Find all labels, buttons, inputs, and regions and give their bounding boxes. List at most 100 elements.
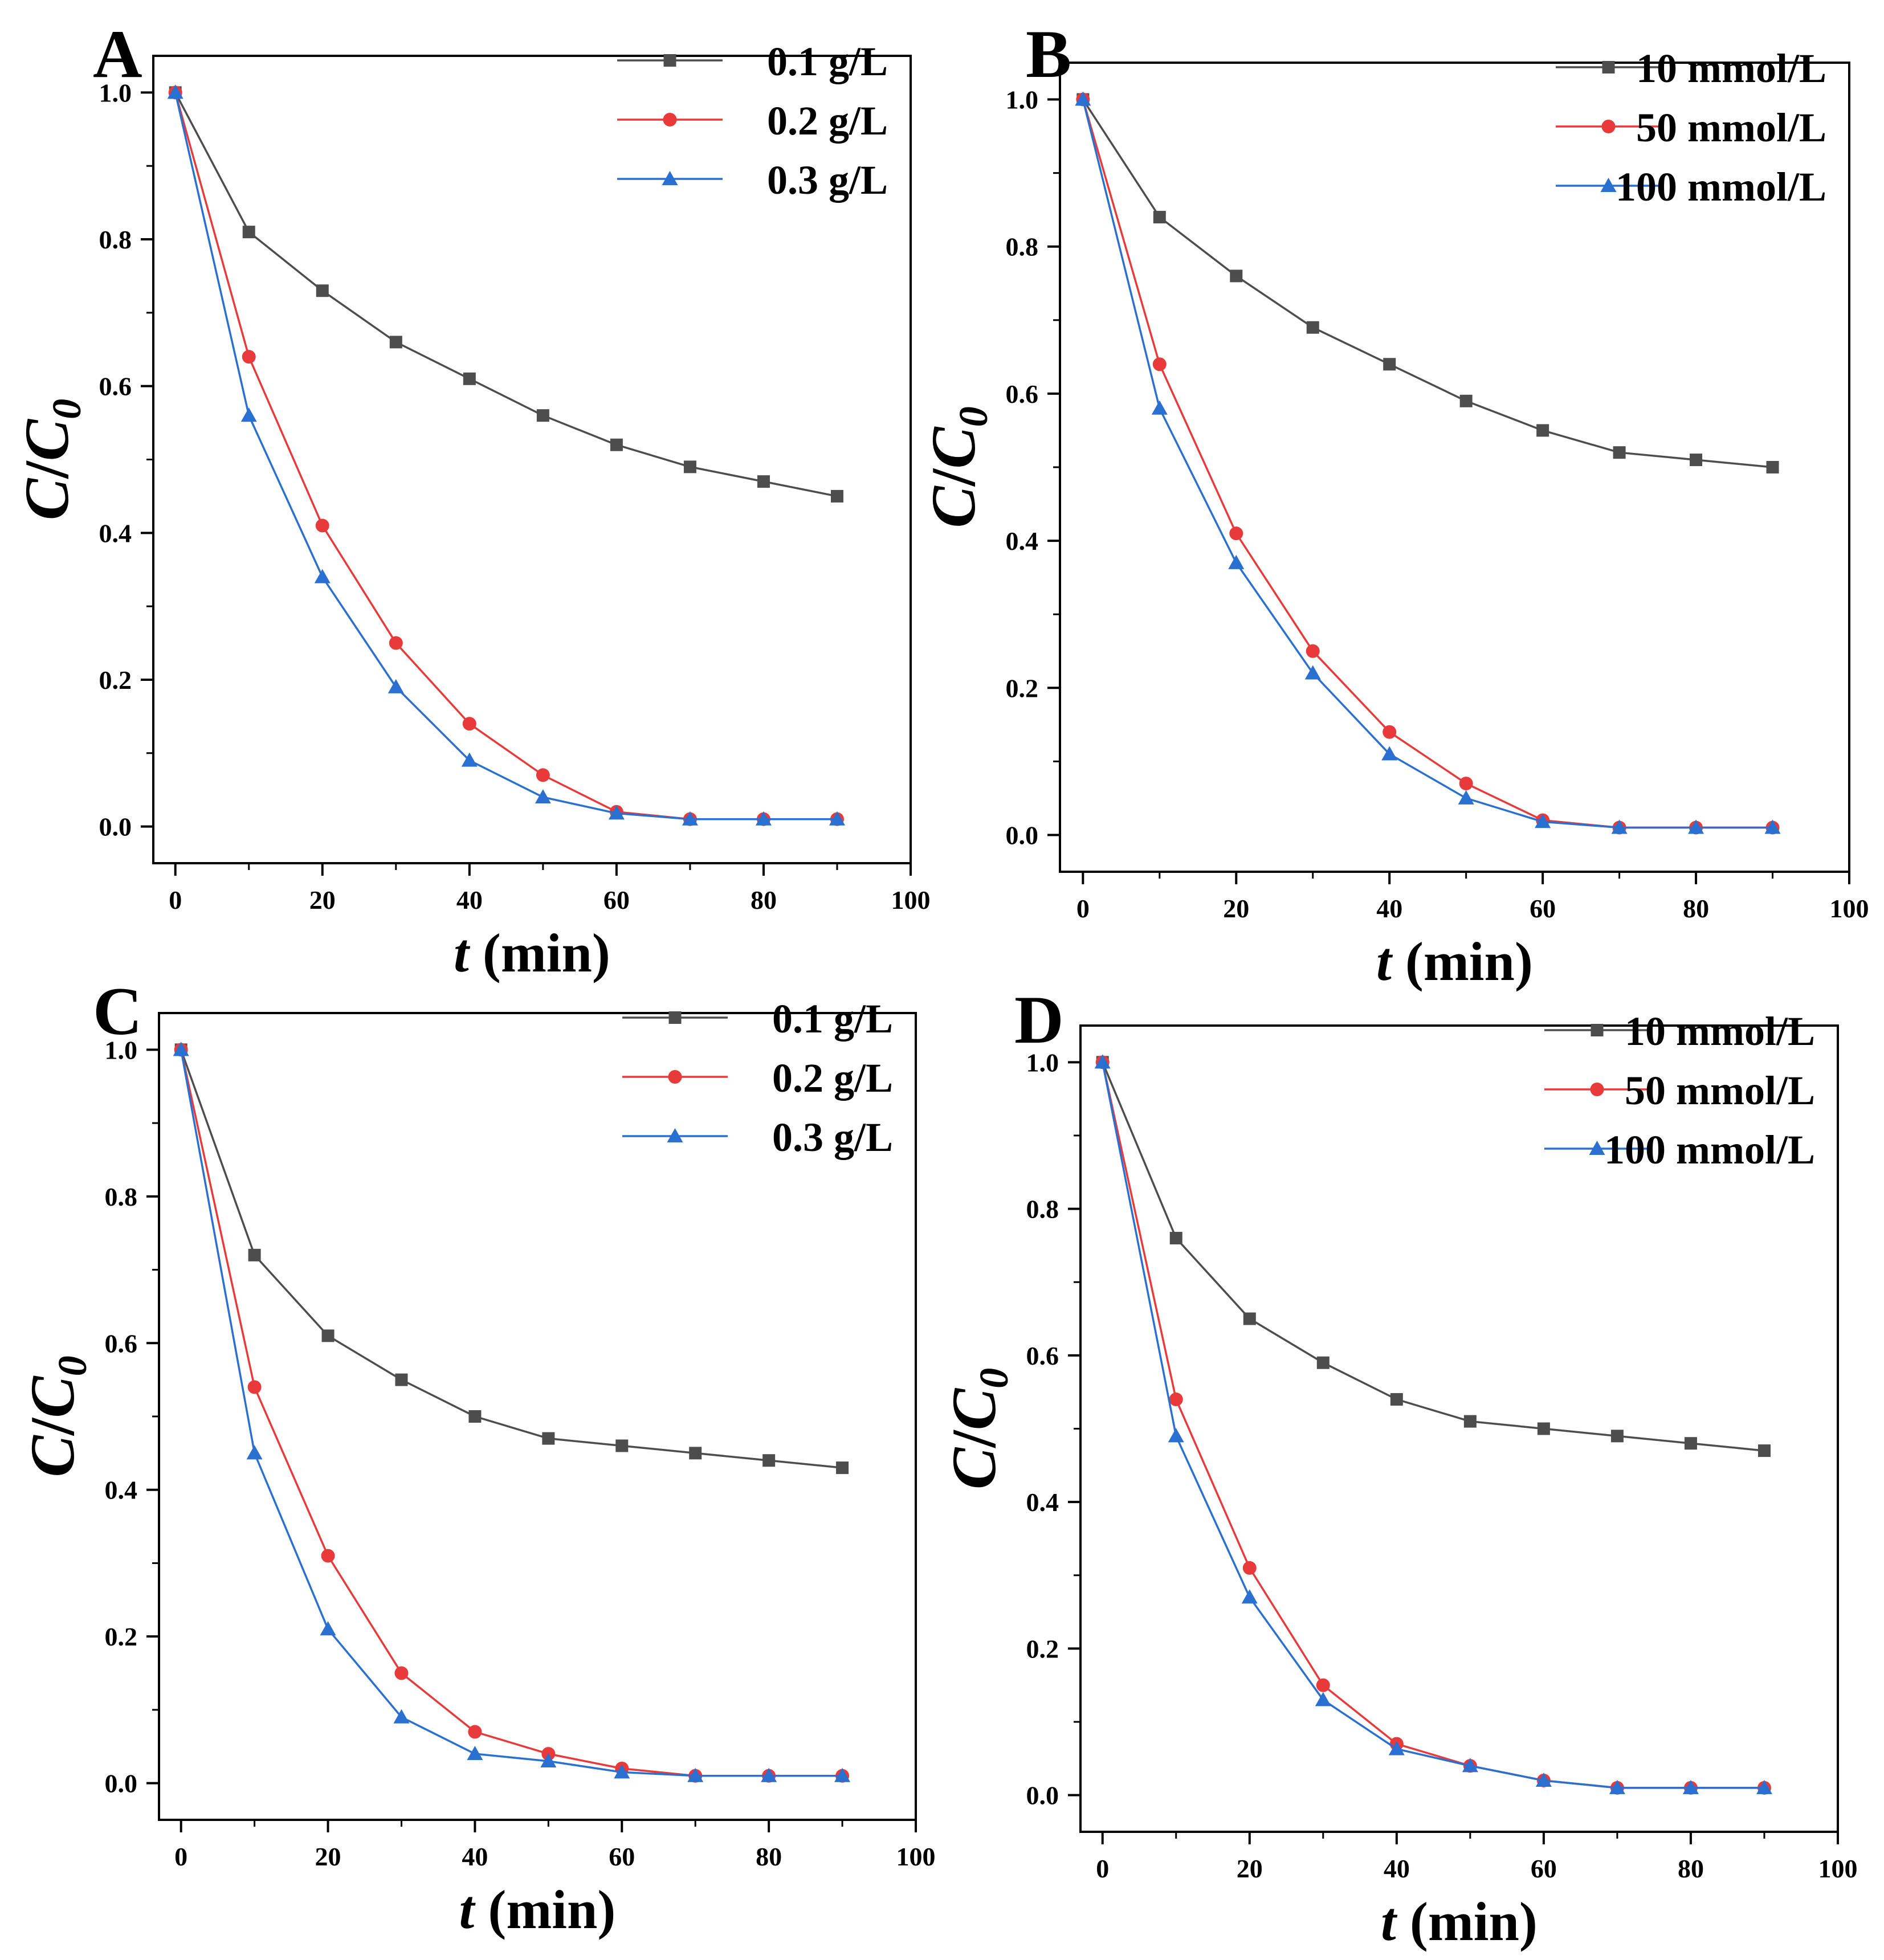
data-point-circle [1229, 526, 1243, 541]
data-point-circle [321, 1549, 335, 1563]
x-axis-label: t (min) [454, 922, 610, 983]
legend-entry-2: 50 mmol/L [1544, 1068, 1815, 1113]
data-point-triangle [314, 569, 331, 583]
data-point-triangle [173, 1042, 189, 1056]
panel-label: C [93, 973, 142, 1049]
series-line [180, 1050, 843, 1777]
series-line [174, 92, 838, 497]
data-point-square [1602, 61, 1615, 74]
legend: 10 mmol/L 50 mmol/L 100 mmol/L [1544, 1008, 1815, 1173]
y-tick-label: 0.8 [99, 225, 132, 254]
legend-label: 100 mmol/L [1604, 1127, 1815, 1173]
data-point-circle [247, 1380, 262, 1394]
y-axis-label-c: C [12, 477, 81, 520]
data-point-triangle [1535, 814, 1551, 828]
data-point-triangle [662, 171, 678, 185]
data-point-square [542, 1432, 555, 1445]
data-point-triangle [1075, 91, 1091, 106]
data-point-triangle [1151, 400, 1168, 415]
series-line [1082, 99, 1773, 468]
legend-entry-1: 10 mmol/L [1544, 1008, 1815, 1054]
y-axis-label-c0: C [919, 426, 988, 469]
chart-panel-d: D 0 20 40 60 80 100 0.0 0.2 0.4 0.6 0.8 1.0 t (min) C/… [939, 982, 1858, 1952]
data-point-triangle [1600, 178, 1617, 192]
data-point-triangle [540, 1753, 557, 1768]
data-point-triangle [834, 1767, 851, 1782]
x-tick-label: 60 [1531, 1854, 1557, 1883]
y-tick-label: 0.4 [105, 1476, 138, 1505]
data-point-triangle [1609, 1779, 1625, 1794]
data-point-triangle [388, 679, 404, 693]
data-point-square [1757, 1444, 1771, 1457]
y-tick-label: 0.0 [1026, 1781, 1059, 1810]
series-line [1082, 99, 1773, 829]
legend: 0.1 g/L 0.2 g/L 0.3 g/L [617, 39, 888, 203]
data-point-triangle [246, 1445, 263, 1460]
x-tick-label: 100 [891, 885, 931, 914]
data-point-triangle [1228, 554, 1245, 569]
data-point-triangle [1094, 1054, 1111, 1069]
data-point-triangle [1462, 1758, 1478, 1773]
x-axis-label-unit: (min) [469, 922, 610, 983]
legend-entry-3: 0.3 g/L [622, 1114, 893, 1160]
data-point-square [242, 226, 255, 239]
x-tick-label: 80 [1683, 894, 1709, 923]
y-axis-label-c: C [18, 1435, 87, 1477]
x-axis-label-symbol: t [1381, 1891, 1398, 1952]
data-point-circle [1152, 357, 1167, 371]
legend-entry-2: 0.2 g/L [622, 1055, 893, 1101]
data-point-circle [1306, 644, 1320, 658]
legend-label: 10 mmol/L [1625, 1008, 1815, 1054]
x-tick-label: 40 [1384, 1854, 1410, 1883]
legend-label: 0.3 g/L [772, 1114, 893, 1160]
data-point-triangle [1589, 1141, 1605, 1155]
legend-label: 50 mmol/L [1625, 1068, 1815, 1113]
y-axis-label-slash: / [919, 468, 988, 487]
series-3 [1075, 91, 1781, 834]
legend-entry-1: 0.1 g/L [622, 996, 893, 1042]
data-point-triangle [1241, 1589, 1258, 1604]
data-point-square [1684, 1437, 1697, 1450]
legend-label: 0.1 g/L [767, 39, 888, 84]
data-point-square [1536, 424, 1549, 437]
data-point-circle [1459, 777, 1473, 791]
y-tick-label: 1.0 [1006, 85, 1039, 115]
data-point-square [1690, 454, 1703, 467]
data-point-circle [394, 1666, 409, 1680]
x-axis-label: t (min) [1376, 931, 1533, 992]
data-point-circle [1590, 1083, 1604, 1096]
y-tick-label: 0.2 [1026, 1634, 1059, 1663]
x-tick-label: 40 [1376, 894, 1402, 923]
x-tick-label: 0 [1076, 894, 1090, 923]
chart-panel-a: A 0 20 40 60 80 100 0.0 0.2 0.4 0.6 0.8 1.0 t (min) C/… [12, 16, 931, 983]
data-point-circle [315, 518, 329, 533]
legend-label: 50 mmol/L [1636, 105, 1826, 150]
y-axis-label: C/C0 [919, 406, 996, 528]
data-point-square [1306, 321, 1319, 334]
x-tick-label: 60 [603, 885, 630, 914]
data-point-triangle [320, 1621, 336, 1636]
y-tick-label: 0.6 [105, 1329, 138, 1358]
y-tick-label: 0.2 [105, 1622, 138, 1651]
data-point-circle [663, 113, 677, 126]
data-point-triangle [667, 1128, 683, 1142]
data-point-triangle [1688, 819, 1704, 834]
data-point-square [468, 1410, 482, 1423]
legend-entry-1: 0.1 g/L [617, 39, 888, 84]
data-point-triangle [608, 805, 625, 820]
y-tick-label: 0.8 [1006, 232, 1039, 262]
data-point-triangle [1764, 819, 1781, 834]
data-point-square [689, 1447, 702, 1460]
y-tick-label: 0.8 [1026, 1195, 1059, 1224]
y-axis-label-slash: / [939, 1430, 1009, 1449]
data-point-triangle [829, 811, 845, 826]
data-point-square [1383, 358, 1396, 371]
legend-label: 10 mmol/L [1636, 46, 1826, 91]
data-point-circle [1316, 1678, 1330, 1692]
x-tick-label: 80 [751, 885, 777, 914]
y-axis-label-subscript: 0 [44, 399, 89, 419]
data-point-circle [1383, 725, 1397, 739]
x-tick-label: 60 [609, 1842, 635, 1871]
